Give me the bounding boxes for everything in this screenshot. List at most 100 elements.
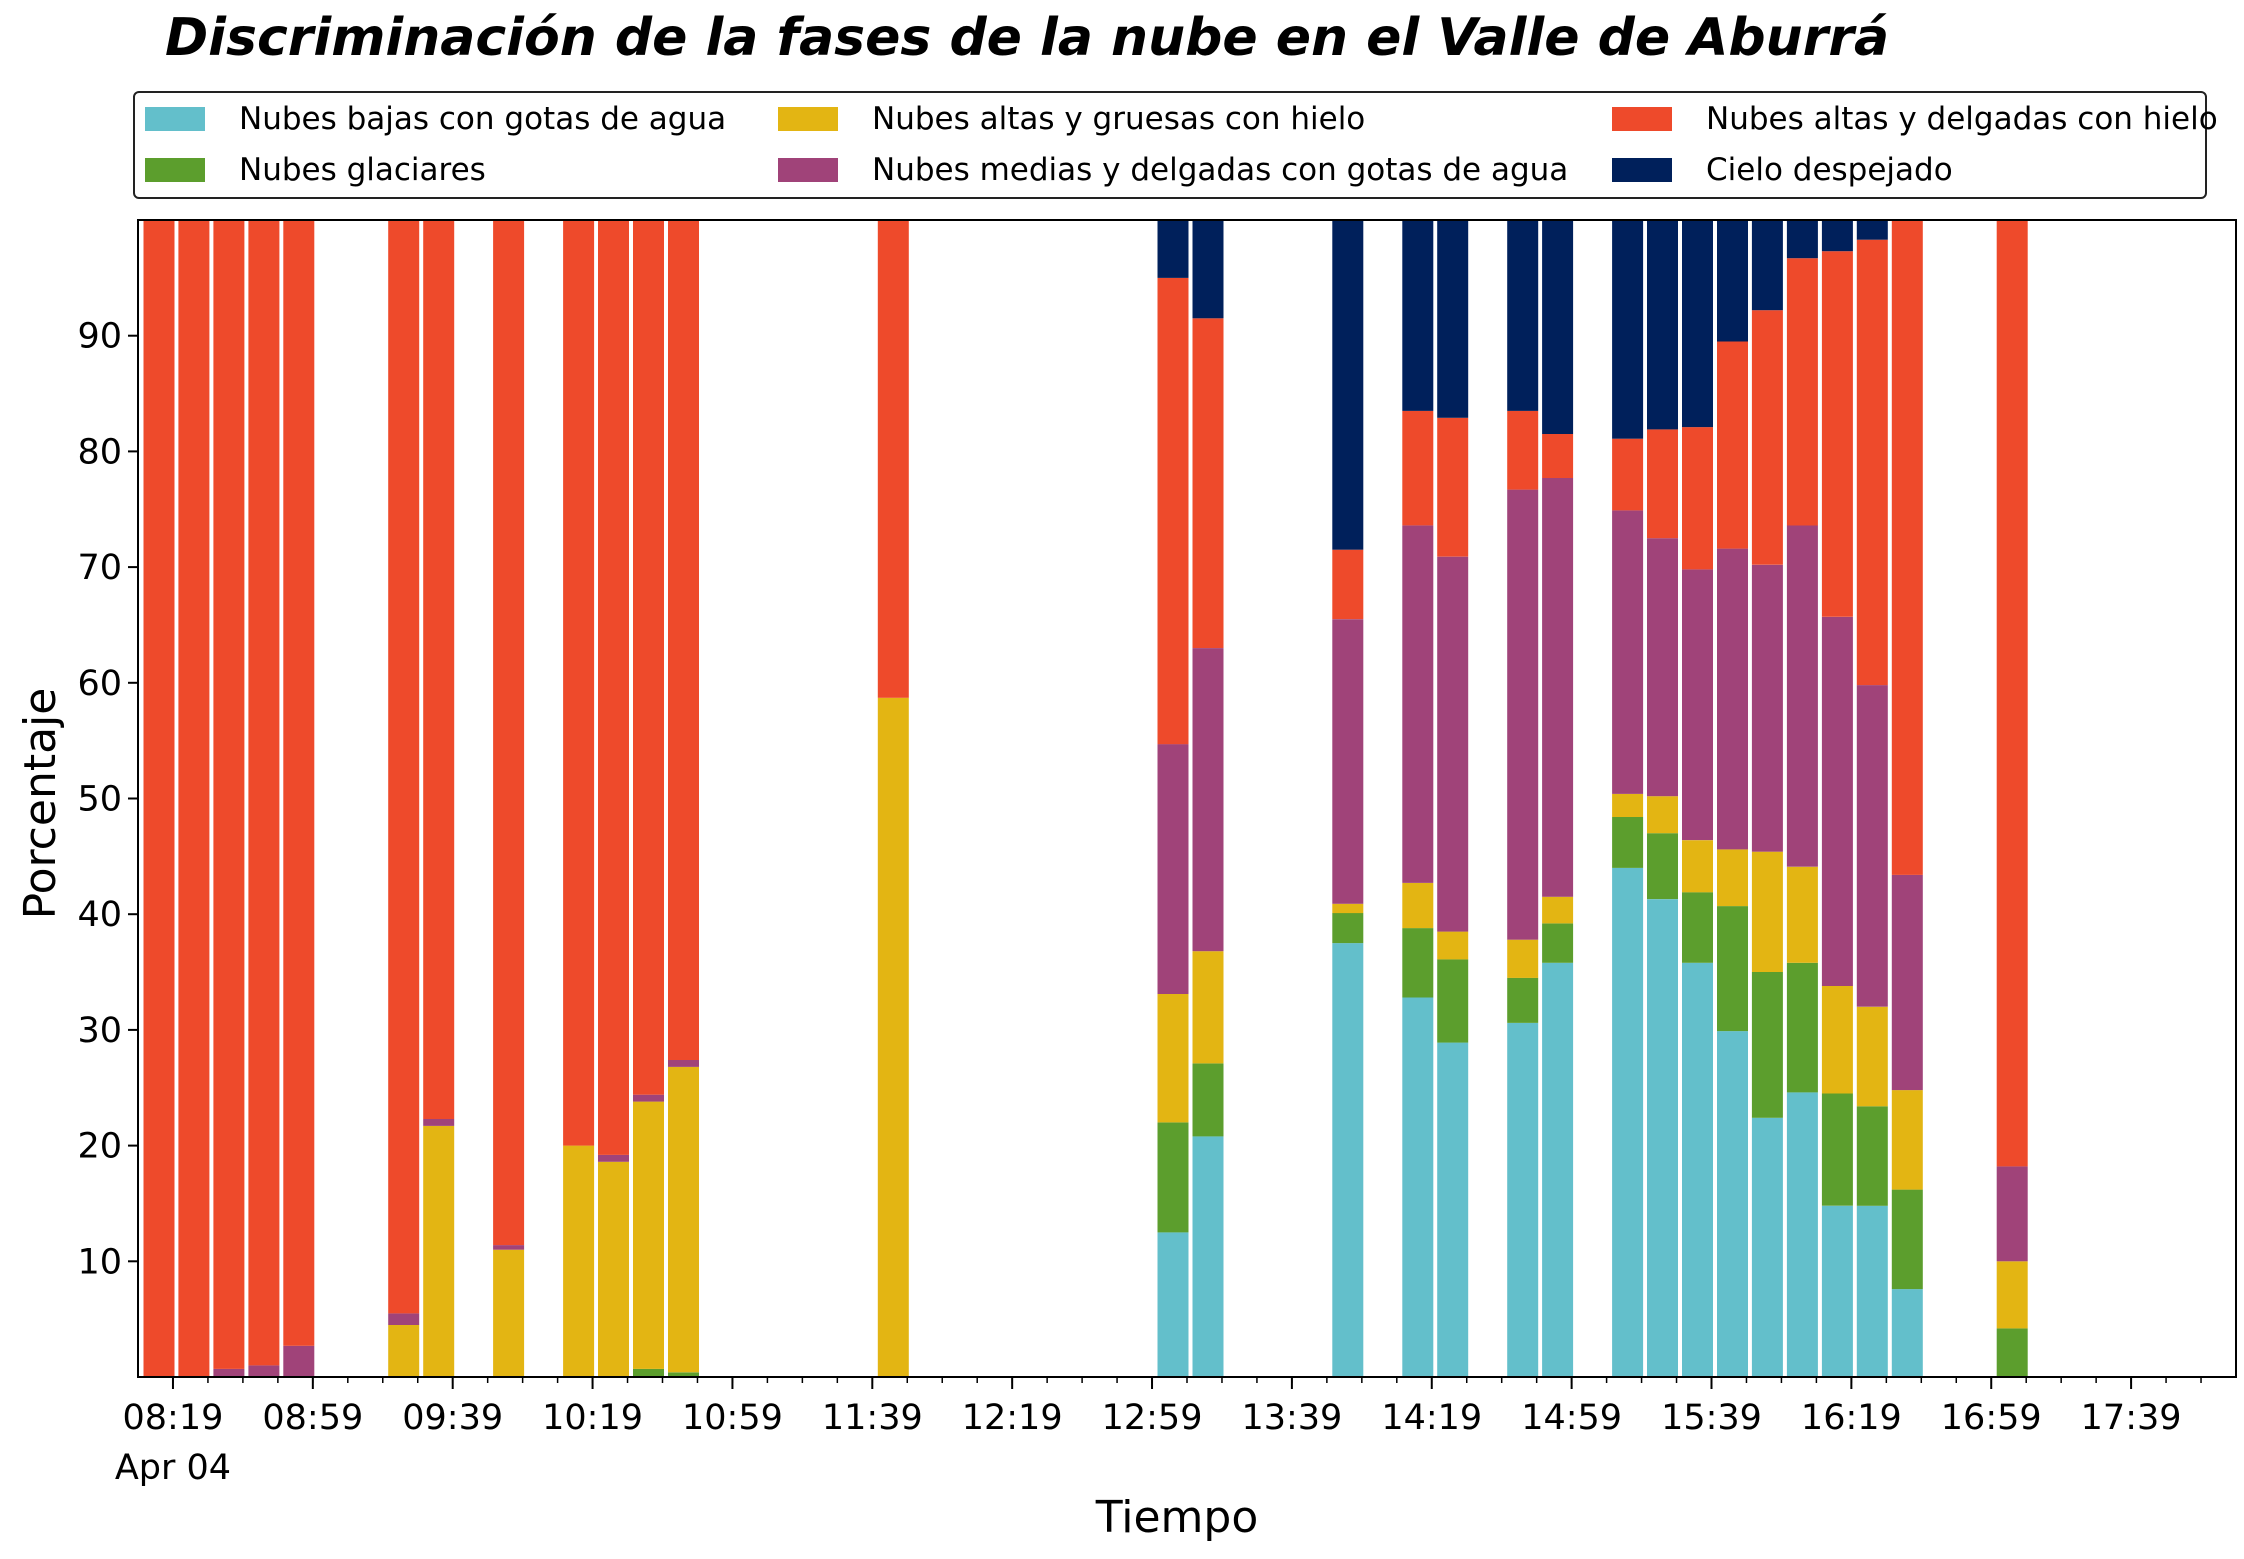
bar-segment [1157, 277, 1189, 745]
bar-segment [1157, 744, 1189, 994]
x-tick-label: 15:39 [1661, 1398, 1762, 1438]
bar-segment [1717, 220, 1748, 342]
y-axis-label: Porcentaje [15, 688, 66, 920]
bar-segment [1751, 564, 1783, 852]
y-tick-label: 80 [77, 432, 122, 472]
bar-segment [1717, 906, 1748, 1032]
bar-segment [633, 1101, 664, 1369]
bar-segment [1437, 220, 1469, 418]
bar-segment [1157, 1232, 1189, 1377]
legend-item: Cielo despejado [1612, 150, 1953, 190]
legend-label: Nubes altas y gruesas con hielo [872, 101, 1366, 137]
bar-segment [1192, 951, 1224, 1064]
bar-segment [1507, 977, 1539, 1023]
x-tick-label: 12:59 [1102, 1398, 1203, 1438]
bar-segment [1157, 994, 1189, 1123]
bar-segment [598, 1161, 629, 1377]
bar-segment [1751, 220, 1783, 311]
bar-segment [143, 220, 175, 1377]
legend-item: Nubes glaciares [145, 150, 486, 190]
bar-segment [1821, 1093, 1853, 1206]
bar-segment [493, 220, 525, 1246]
legend-item: Nubes medias y delgadas con gotas de agu… [778, 150, 1568, 190]
legend: Nubes bajas con gotas de agua Nubes glaci… [133, 91, 2218, 199]
bar-segment [1821, 985, 1853, 1094]
bar-segment [1192, 1063, 1224, 1137]
bar-segment [1437, 556, 1469, 932]
bar-segment [1332, 549, 1364, 620]
bar-segment [1507, 410, 1539, 490]
legend-swatch [145, 107, 205, 131]
chart-title: Discriminación de la fases de la nube en… [165, 8, 1890, 68]
x-axis-label: Tiempo [1095, 1492, 1259, 1543]
bar-segment [1437, 931, 1469, 960]
bar-segment [1612, 220, 1644, 439]
y-tick-label: 70 [77, 548, 122, 588]
bar-segment [1612, 438, 1644, 511]
bar-segment [598, 1154, 629, 1162]
legend-swatch [1612, 107, 1672, 131]
bar-segment [1821, 220, 1853, 252]
bar-segment [423, 1125, 455, 1377]
x-tick-label: 14:59 [1521, 1398, 1622, 1438]
bar-segment [1682, 220, 1713, 428]
bar-segment [178, 220, 210, 1377]
bar-segment [248, 220, 280, 1366]
y-tick-label: 10 [77, 1242, 122, 1282]
bar-segment [388, 220, 420, 1314]
bar-segment [1682, 427, 1713, 570]
y-tick-label: 40 [77, 895, 122, 935]
bar-segment [1786, 962, 1818, 1093]
y-tick-label: 90 [77, 317, 122, 357]
bar-segment [633, 220, 664, 1095]
x-tick-label: 12:19 [962, 1398, 1063, 1438]
legend-swatch [778, 107, 838, 131]
bar-segment [1786, 1092, 1818, 1377]
bar-segment [1786, 220, 1818, 259]
bar-segment [1751, 1117, 1783, 1377]
bar-segment [1402, 410, 1434, 526]
legend-item: Nubes bajas con gotas de agua [145, 99, 726, 139]
x-tick-label: 11:39 [822, 1398, 923, 1438]
bar-segment [1192, 220, 1224, 319]
bar-segment [388, 1324, 420, 1377]
bar-segment [1332, 943, 1364, 1377]
bar-segment [1542, 434, 1574, 478]
bar-segment [1402, 883, 1434, 929]
bar-segment [1647, 538, 1678, 797]
bar-segment [598, 220, 629, 1155]
y-tick-label: 30 [77, 1011, 122, 1051]
bar-segment [1856, 1205, 1888, 1377]
bar-segment [1891, 874, 1923, 1091]
x-tick-label: 16:59 [1941, 1398, 2042, 1438]
bar-segment [1647, 220, 1678, 430]
legend-item: Nubes altas y delgadas con hielo [1612, 99, 2218, 139]
x-tick-label: 09:39 [402, 1398, 503, 1438]
bar-segment [1751, 310, 1783, 565]
bar-segment [1856, 220, 1888, 240]
bar-segment [1751, 972, 1783, 1118]
x-date-label: Apr 04 [115, 1448, 231, 1488]
bar-segment [1542, 962, 1574, 1377]
bar-segment [1786, 258, 1818, 526]
bar-segment [1157, 1122, 1189, 1233]
bar-segment [1542, 478, 1574, 897]
bar-segment [668, 1372, 699, 1377]
legend-label: Nubes glaciares [239, 152, 486, 188]
x-tick-label: 08:59 [262, 1398, 363, 1438]
bar-segment [213, 220, 245, 1369]
bar-segment [1437, 417, 1469, 557]
bar-segment [493, 1245, 525, 1250]
bar-segment [1856, 685, 1888, 1007]
bar-segment [1332, 903, 1364, 914]
bar-segment [1682, 840, 1713, 893]
bar-segment [1192, 648, 1224, 952]
bar-segment [1192, 1136, 1224, 1377]
bar-segment [1856, 1006, 1888, 1107]
bar-segment [1402, 997, 1434, 1377]
bar-segment [1996, 220, 2028, 1167]
bar-segment [1437, 1042, 1469, 1377]
bar-segment [1717, 548, 1748, 850]
bar-segment [563, 1145, 595, 1377]
bar-segment [668, 1060, 699, 1067]
